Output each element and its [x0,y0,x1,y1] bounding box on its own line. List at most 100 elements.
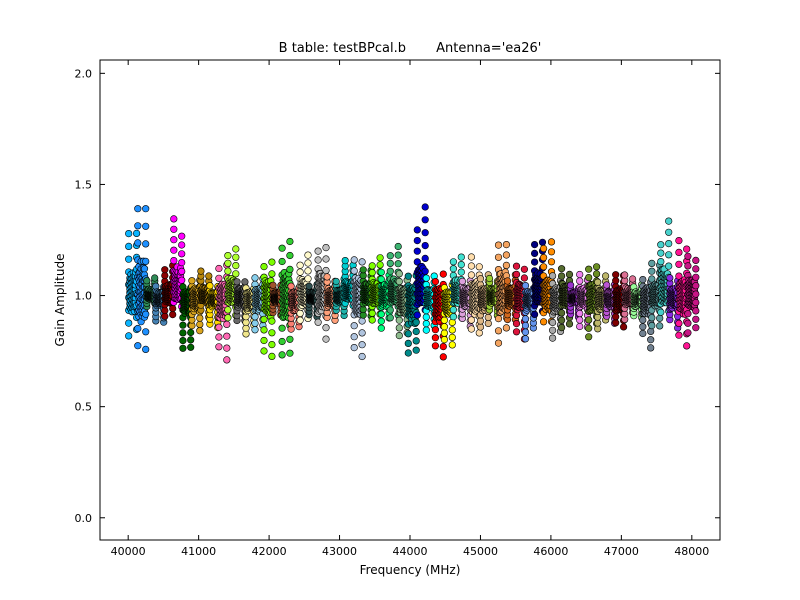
data-point [358,352,366,361]
data-point [394,242,402,251]
data-point [322,324,330,332]
data-point [485,274,494,283]
data-point [376,261,384,269]
data-point [215,264,223,273]
data-point [368,316,376,324]
data-point [268,329,276,337]
data-point [170,236,178,244]
x-tick-label: 48000 [674,545,709,558]
data-point [467,325,476,333]
x-axis-label: Frequency (MHz) [360,563,461,577]
data-point [665,240,673,248]
data-point [169,311,177,319]
data-point [440,336,449,344]
data-point [539,254,548,262]
data-point [224,306,232,314]
data-point [278,244,286,252]
data-point [125,230,133,238]
data-point [188,277,196,285]
data-point [142,222,150,230]
data-point [314,247,322,255]
data-point [576,322,584,331]
data-point [413,237,421,245]
data-point [648,322,656,330]
y-axis-label: Gain Amplitude [53,254,67,347]
data-point [594,278,602,286]
data-point [675,237,683,245]
data-point [512,262,521,270]
data-point [268,270,276,278]
data-point [187,343,195,351]
data-point [358,329,366,337]
data-point [683,342,691,350]
data-point [684,319,692,327]
data-point [178,250,186,258]
data-point [530,310,539,319]
data-point [170,225,178,233]
data-point [585,324,593,332]
data-point [251,274,259,282]
data-point [502,261,511,270]
data-point [547,248,556,256]
data-point [538,238,547,246]
data-point [692,315,700,323]
data-point [692,282,700,290]
data-point [286,265,294,274]
data-point [521,321,530,330]
data-point [665,217,673,225]
data-point [520,265,529,273]
data-point [142,328,150,336]
data-point [467,316,476,324]
data-point [134,342,142,350]
data-point [692,273,700,281]
data-point [232,253,240,261]
data-point [521,328,530,336]
data-point [557,265,566,273]
data-point [179,337,187,345]
data-point [305,282,313,290]
data-point [142,205,150,213]
data-point [421,203,429,211]
data-point [125,319,133,327]
data-point [585,265,593,273]
data-point [296,309,304,318]
data-point [692,256,700,265]
data-point [639,329,647,338]
data-point [467,262,476,270]
data-point [648,259,656,268]
data-point [547,258,556,266]
data-point [539,318,548,326]
data-point [648,314,656,322]
data-point [251,326,259,334]
data-point [304,267,312,275]
data-point [413,311,421,319]
data-point [656,314,664,322]
data-point [494,315,503,323]
data-point [134,324,142,333]
data-point [215,343,223,351]
data-point [224,252,232,260]
y-tick-label: 0.0 [75,512,93,525]
data-point [143,277,151,285]
data-point [502,241,511,249]
data-point [475,263,483,271]
data-point [422,274,430,282]
data-point [601,272,610,280]
data-point [368,269,376,277]
data-point [683,245,691,253]
data-point [296,261,304,269]
data-point [368,262,376,270]
data-point [386,314,394,322]
data-point [170,215,178,223]
data-point [268,352,276,361]
data-point [457,253,465,261]
data-point [224,259,232,267]
data-point [395,316,403,324]
data-point [394,260,402,268]
data-point [684,310,692,318]
data-point [612,319,620,327]
data-point [449,306,458,314]
data-point [448,341,456,349]
data-point [484,319,492,328]
